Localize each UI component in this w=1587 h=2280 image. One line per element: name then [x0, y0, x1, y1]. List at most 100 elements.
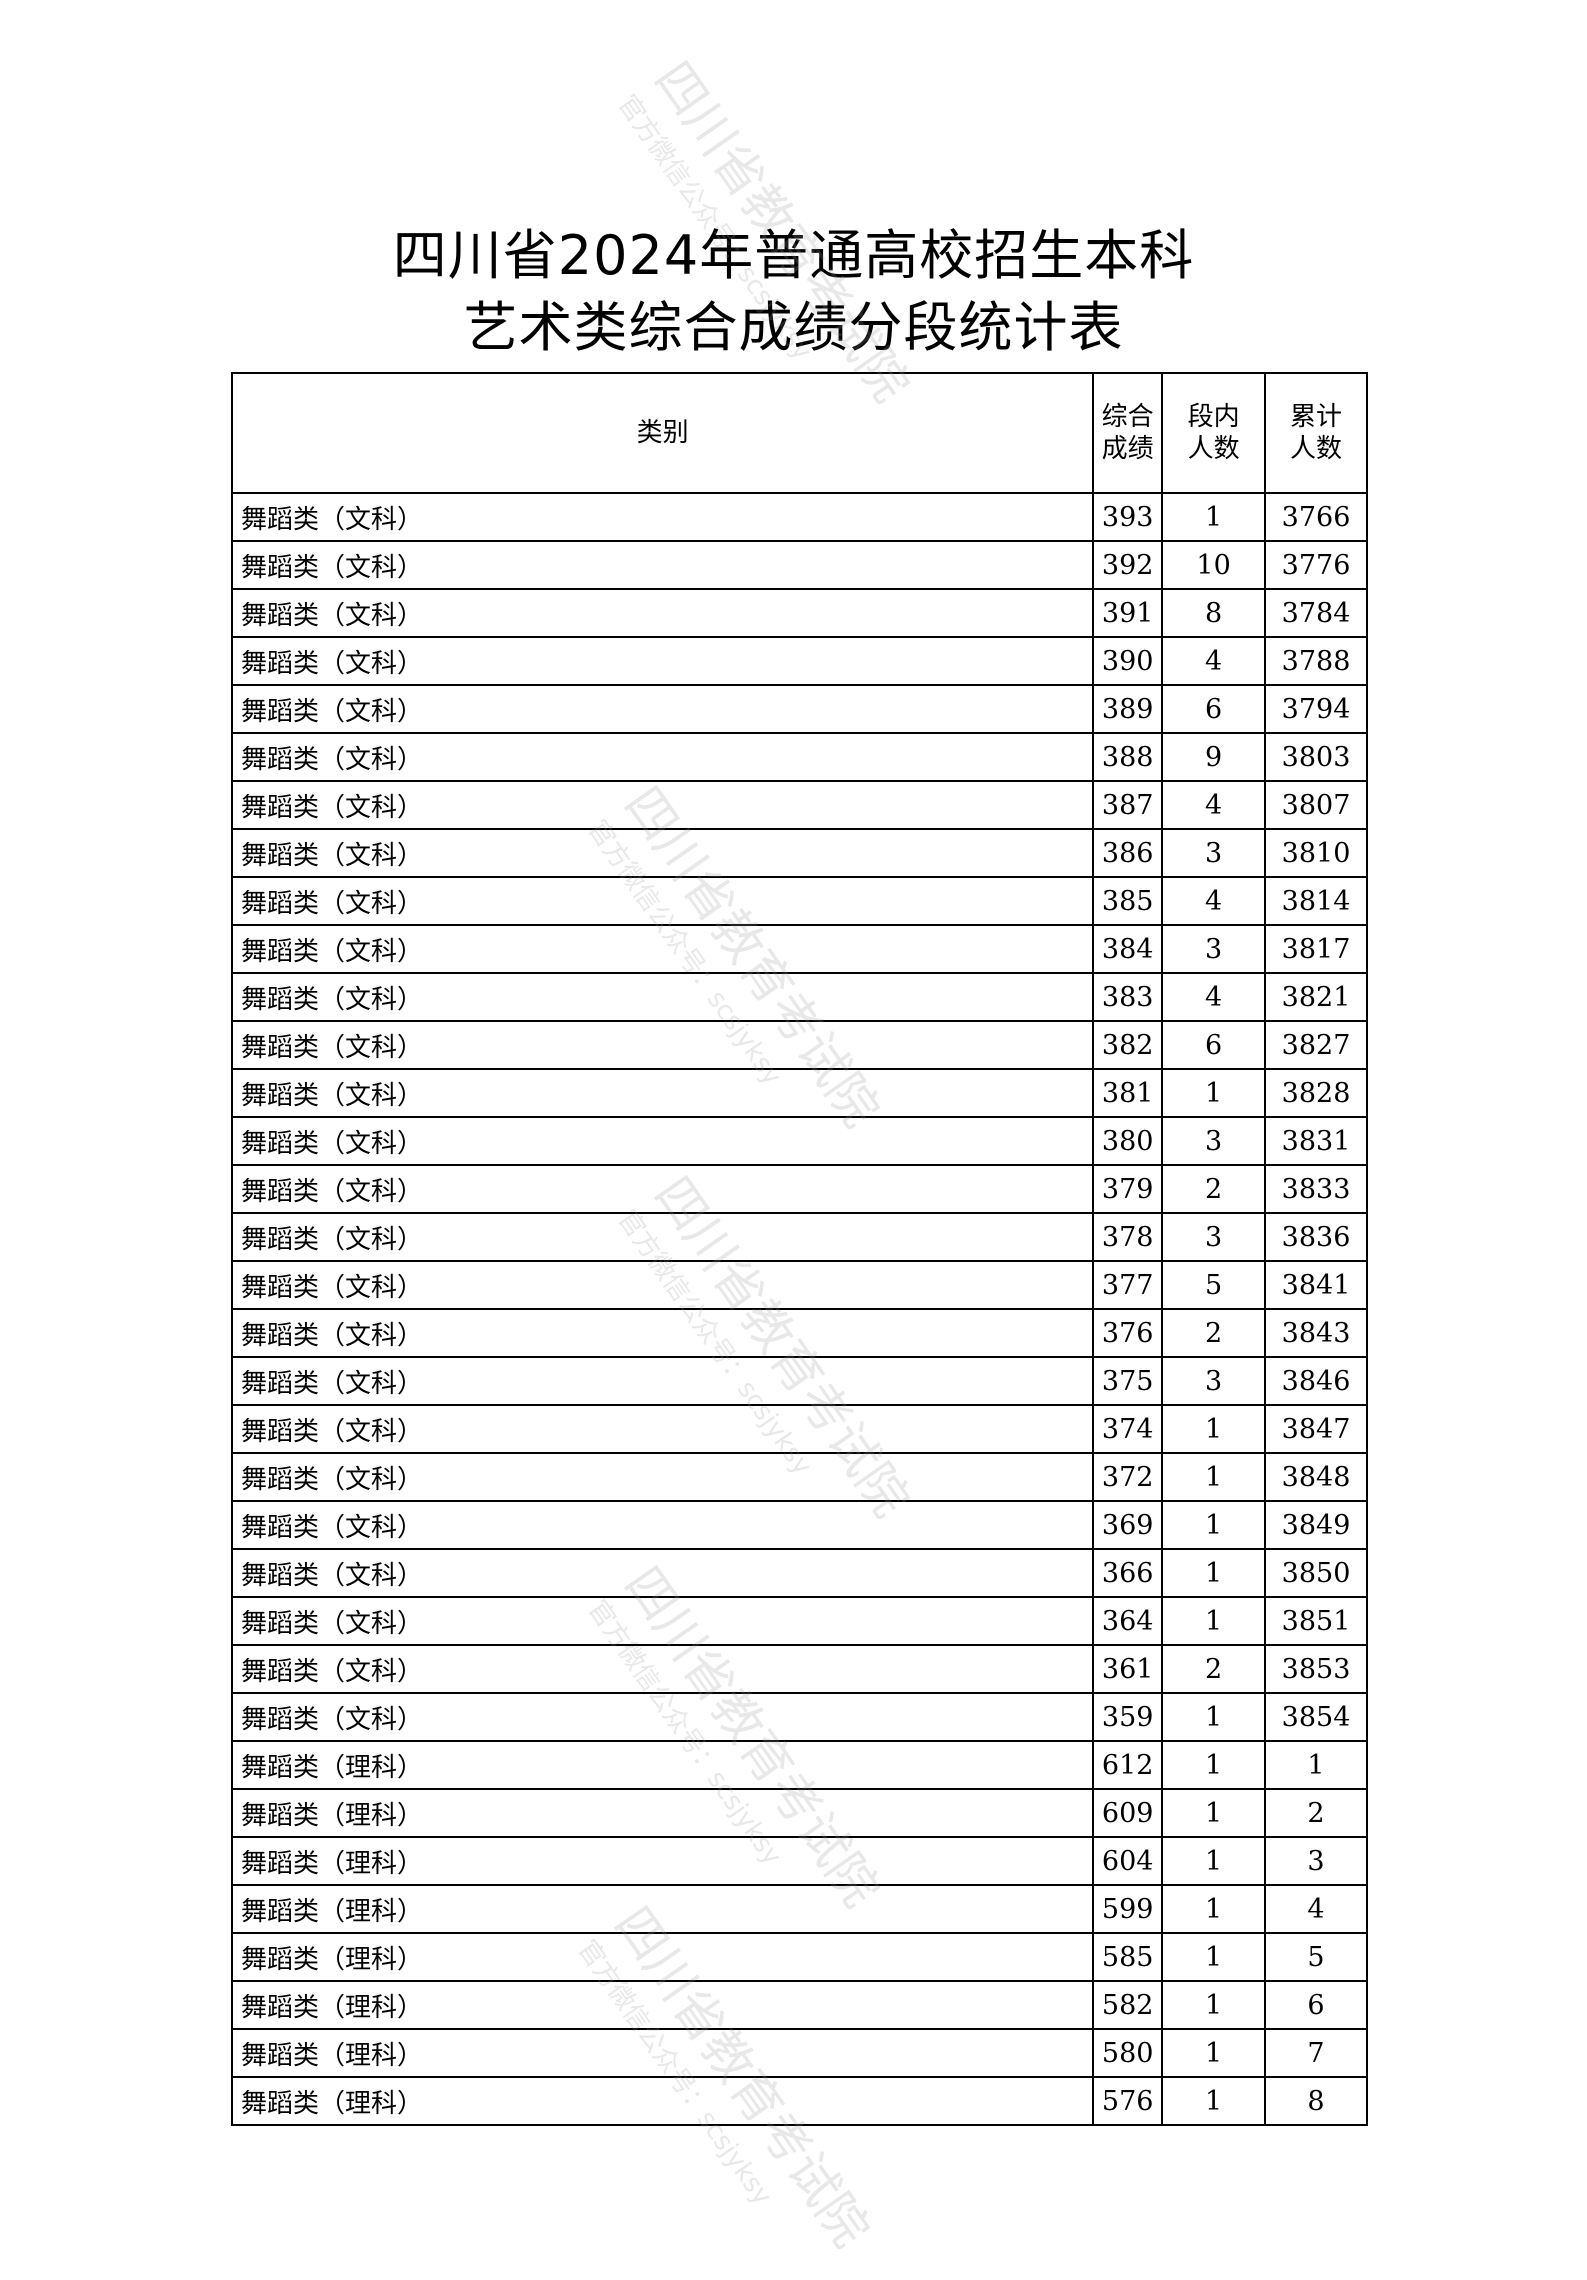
cell-score: 359 [1092, 1692, 1164, 1742]
table-row: 舞蹈类（理科） 609 1 2 [230, 1788, 1368, 1838]
cell-cumulative: 3794 [1264, 684, 1368, 734]
cell-count: 1 [1161, 1692, 1267, 1742]
cell-count: 10 [1161, 540, 1267, 590]
cell-category: 舞蹈类（文科） [230, 1404, 1095, 1454]
cell-count: 1 [1161, 1596, 1267, 1646]
cell-category: 舞蹈类（文科） [230, 876, 1095, 926]
cell-score: 364 [1092, 1596, 1164, 1646]
cell-score: 604 [1092, 1836, 1164, 1886]
cell-count: 3 [1161, 828, 1267, 878]
cell-cumulative: 4 [1264, 1884, 1368, 1934]
table-row: 舞蹈类（文科） 372 1 3848 [230, 1452, 1368, 1502]
cell-score: 384 [1092, 924, 1164, 974]
cell-count: 3 [1161, 1212, 1267, 1262]
cell-score: 388 [1092, 732, 1164, 782]
cell-score: 385 [1092, 876, 1164, 926]
cell-score: 576 [1092, 2076, 1164, 2126]
cell-count: 1 [1161, 1932, 1267, 1982]
cell-cumulative: 3828 [1264, 1068, 1368, 1118]
cell-category: 舞蹈类（理科） [230, 1740, 1095, 1790]
cell-cumulative: 8 [1264, 2076, 1368, 2126]
table-row: 舞蹈类（文科） 388 9 3803 [230, 732, 1368, 782]
header-count: 段内人数 [1161, 372, 1267, 494]
cell-count: 1 [1161, 1068, 1267, 1118]
cell-category: 舞蹈类（文科） [230, 780, 1095, 830]
cell-category: 舞蹈类（文科） [230, 1212, 1095, 1262]
table-row: 舞蹈类（文科） 386 3 3810 [230, 828, 1368, 878]
cell-count: 3 [1161, 1356, 1267, 1406]
cell-cumulative: 6 [1264, 1980, 1368, 2030]
cell-cumulative: 3814 [1264, 876, 1368, 926]
cell-category: 舞蹈类（理科） [230, 1788, 1095, 1838]
cell-category: 舞蹈类（文科） [230, 492, 1095, 542]
cell-category: 舞蹈类（理科） [230, 1932, 1095, 1982]
table-row: 舞蹈类（理科） 612 1 1 [230, 1740, 1368, 1790]
cell-count: 3 [1161, 924, 1267, 974]
cell-count: 1 [1161, 1404, 1267, 1454]
cell-category: 舞蹈类（文科） [230, 684, 1095, 734]
cell-category: 舞蹈类（文科） [230, 1644, 1095, 1694]
table-row: 舞蹈类（文科） 378 3 3836 [230, 1212, 1368, 1262]
cell-category: 舞蹈类（文科） [230, 1692, 1095, 1742]
cell-count: 9 [1161, 732, 1267, 782]
cell-score: 393 [1092, 492, 1164, 542]
cell-count: 2 [1161, 1164, 1267, 1214]
table-row: 舞蹈类（文科） 380 3 3831 [230, 1116, 1368, 1166]
table-row: 舞蹈类（文科） 361 2 3853 [230, 1644, 1368, 1694]
cell-cumulative: 3833 [1264, 1164, 1368, 1214]
table-header-row: 类别 综合成绩 段内人数 累计人数 [230, 372, 1368, 494]
cell-score: 382 [1092, 1020, 1164, 1070]
table-row: 舞蹈类（文科） 377 5 3841 [230, 1260, 1368, 1310]
cell-score: 612 [1092, 1740, 1164, 1790]
cell-category: 舞蹈类（文科） [230, 588, 1095, 638]
cell-cumulative: 3807 [1264, 780, 1368, 830]
cell-count: 3 [1161, 1116, 1267, 1166]
cell-category: 舞蹈类（文科） [230, 1356, 1095, 1406]
cell-score: 376 [1092, 1308, 1164, 1358]
header-score: 综合成绩 [1092, 372, 1164, 494]
cell-cumulative: 7 [1264, 2028, 1368, 2078]
page-title-line1: 四川省2024年普通高校招生本科 [392, 224, 1195, 287]
page-title-line2: 艺术类综合成绩分段统计表 [463, 296, 1124, 359]
cell-category: 舞蹈类（文科） [230, 1596, 1095, 1646]
cell-cumulative: 3846 [1264, 1356, 1368, 1406]
cell-cumulative: 3831 [1264, 1116, 1368, 1166]
cell-cumulative: 3803 [1264, 732, 1368, 782]
cell-score: 379 [1092, 1164, 1164, 1214]
cell-category: 舞蹈类（文科） [230, 972, 1095, 1022]
cell-count: 1 [1161, 1980, 1267, 2030]
cell-count: 4 [1161, 972, 1267, 1022]
cell-score: 582 [1092, 1980, 1164, 2030]
table-row: 舞蹈类（文科） 384 3 3817 [230, 924, 1368, 974]
cell-cumulative: 1 [1264, 1740, 1368, 1790]
table-row: 舞蹈类（文科） 393 1 3766 [230, 492, 1368, 542]
cell-cumulative: 3 [1264, 1836, 1368, 1886]
table-row: 舞蹈类（文科） 359 1 3854 [230, 1692, 1368, 1742]
cell-score: 378 [1092, 1212, 1164, 1262]
cell-category: 舞蹈类（文科） [230, 828, 1095, 878]
cell-score: 377 [1092, 1260, 1164, 1310]
cell-count: 1 [1161, 1500, 1267, 1550]
header-category: 类别 [230, 372, 1095, 494]
cell-score: 381 [1092, 1068, 1164, 1118]
cell-category: 舞蹈类（理科） [230, 1980, 1095, 2030]
cell-count: 1 [1161, 1836, 1267, 1886]
cell-cumulative: 3810 [1264, 828, 1368, 878]
cell-score: 366 [1092, 1548, 1164, 1598]
cell-category: 舞蹈类（理科） [230, 1884, 1095, 1934]
cell-count: 4 [1161, 876, 1267, 926]
cell-score: 361 [1092, 1644, 1164, 1694]
cell-count: 1 [1161, 2076, 1267, 2126]
cell-cumulative: 2 [1264, 1788, 1368, 1838]
cell-category: 舞蹈类（文科） [230, 1116, 1095, 1166]
cell-score: 392 [1092, 540, 1164, 590]
table-row: 舞蹈类（文科） 381 1 3828 [230, 1068, 1368, 1118]
cell-category: 舞蹈类（文科） [230, 1260, 1095, 1310]
cell-score: 609 [1092, 1788, 1164, 1838]
table-row: 舞蹈类（理科） 576 1 8 [230, 2076, 1368, 2126]
cell-score: 375 [1092, 1356, 1164, 1406]
cell-count: 8 [1161, 588, 1267, 638]
cell-cumulative: 3827 [1264, 1020, 1368, 1070]
table-row: 舞蹈类（文科） 390 4 3788 [230, 636, 1368, 686]
table-row: 舞蹈类（文科） 392 10 3776 [230, 540, 1368, 590]
